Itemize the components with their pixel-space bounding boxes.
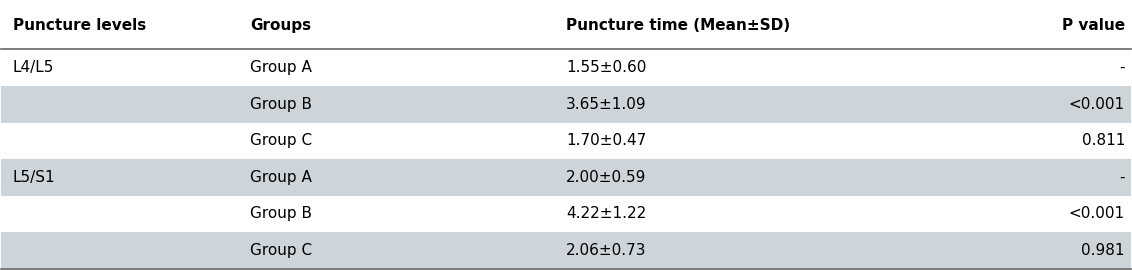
Bar [1,195,1131,232]
Bar [1,232,1131,269]
Text: 3.65±1.09: 3.65±1.09 [566,97,646,112]
Bar [1,159,1131,195]
Text: -: - [1120,60,1125,75]
Text: Groups: Groups [250,18,311,33]
Text: Group A: Group A [250,170,311,185]
Text: Puncture levels: Puncture levels [12,18,146,33]
Text: <0.001: <0.001 [1069,206,1125,221]
Text: -: - [1120,170,1125,185]
Text: 1.55±0.60: 1.55±0.60 [566,60,646,75]
Text: 0.811: 0.811 [1081,133,1125,148]
Text: Group A: Group A [250,60,311,75]
Text: L4/L5: L4/L5 [12,60,54,75]
Text: Group B: Group B [250,97,311,112]
Text: Group B: Group B [250,206,311,221]
Bar [1,1,1131,49]
Text: P value: P value [1062,18,1125,33]
Text: 0.981: 0.981 [1081,243,1125,258]
Bar [1,86,1131,123]
Text: <0.001: <0.001 [1069,97,1125,112]
Text: L5/S1: L5/S1 [12,170,55,185]
Text: 2.06±0.73: 2.06±0.73 [566,243,646,258]
Text: Puncture time (Mean±SD): Puncture time (Mean±SD) [566,18,790,33]
Text: Group C: Group C [250,133,312,148]
Text: 4.22±1.22: 4.22±1.22 [566,206,646,221]
Text: 2.00±0.59: 2.00±0.59 [566,170,646,185]
Bar [1,49,1131,86]
Bar [1,123,1131,159]
Text: Group C: Group C [250,243,312,258]
Text: 1.70±0.47: 1.70±0.47 [566,133,646,148]
